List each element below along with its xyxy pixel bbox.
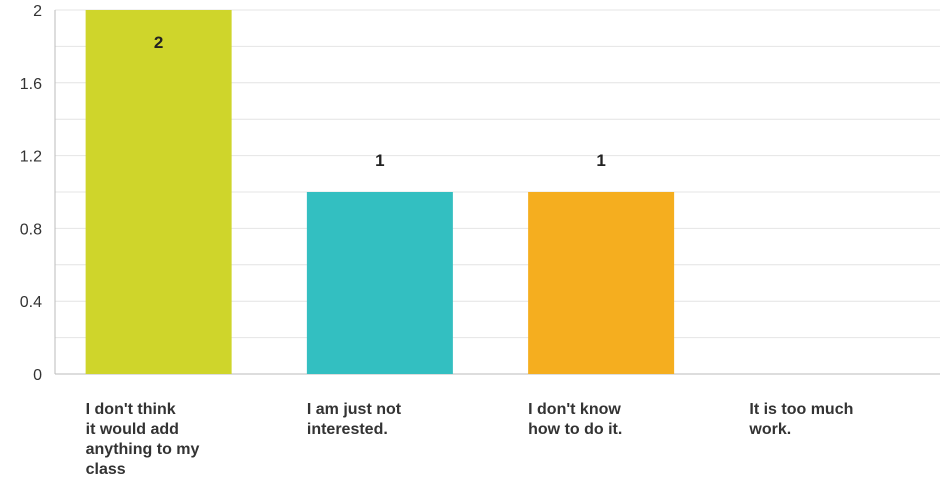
x-tick-label-line: It is too much bbox=[749, 401, 853, 418]
bar bbox=[306, 192, 453, 374]
y-axis: 0 0.4 0.8 1.2 1.6 2 bbox=[20, 3, 56, 384]
y-tick-label: 0.8 bbox=[20, 221, 42, 238]
data-label: 2 bbox=[154, 33, 163, 52]
x-tick-label-line: anything to my bbox=[86, 441, 200, 458]
x-tick-label-line: work. bbox=[748, 421, 791, 438]
y-tick-label: 0 bbox=[33, 367, 42, 384]
x-tick-label: I don't know how to do it. bbox=[528, 401, 622, 438]
x-tick-label-line: I don't think bbox=[86, 401, 176, 418]
bar bbox=[85, 10, 232, 374]
x-axis-labels: I don't think it would add anything to my c… bbox=[86, 401, 854, 478]
y-tick-label: 0.4 bbox=[20, 294, 42, 311]
data-label: 1 bbox=[375, 151, 384, 170]
x-tick-label-line: how to do it. bbox=[528, 421, 622, 438]
x-tick-label-line: I am just not bbox=[307, 401, 402, 418]
x-tick-label: It is too much work. bbox=[748, 401, 853, 438]
bars bbox=[85, 10, 675, 374]
y-tick-label: 1.6 bbox=[20, 76, 42, 93]
y-tick-label: 2 bbox=[33, 3, 42, 20]
x-tick-label-line: it would add bbox=[86, 421, 179, 438]
y-tick-label: 1.2 bbox=[20, 149, 42, 166]
x-tick-label: I am just not interested. bbox=[307, 401, 402, 438]
x-tick-label-line: I don't know bbox=[528, 401, 621, 418]
bar bbox=[528, 192, 675, 374]
x-tick-label-line: class bbox=[86, 461, 126, 478]
x-tick-label: I don't think it would add anything to my c… bbox=[86, 401, 200, 478]
data-label: 1 bbox=[596, 151, 605, 170]
data-labels: 2 1 1 bbox=[154, 33, 606, 170]
x-tick-label-line: interested. bbox=[307, 421, 388, 438]
